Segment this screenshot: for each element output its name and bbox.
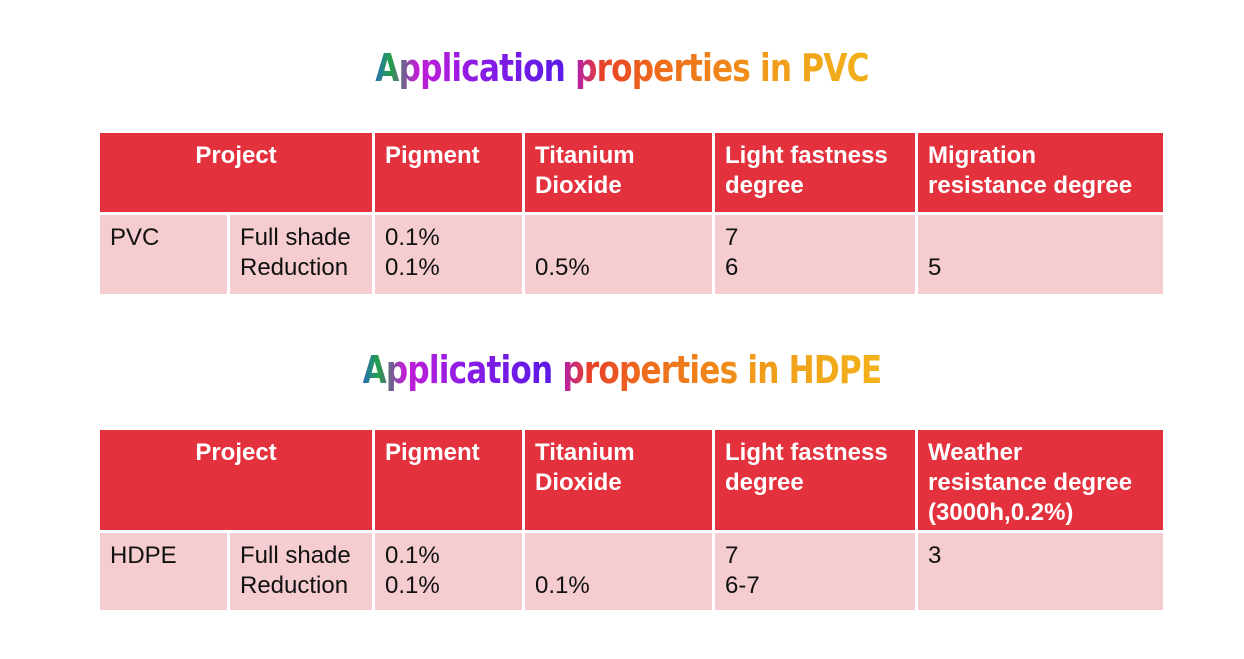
header-titanium-line-2: Dioxide bbox=[535, 469, 622, 496]
header-titanium-dioxide: Titanium Dioxide bbox=[522, 130, 715, 215]
header-light-line-2: degree bbox=[725, 469, 804, 496]
header-weather-resistance: Weather resistance degree (3000h,0.2%) bbox=[915, 427, 1166, 533]
header-last-line-1: Weather bbox=[928, 439, 1023, 466]
cell-pigment-full-shade: 0.1% bbox=[385, 542, 440, 569]
cell-pigment: 0.1% 0.1% bbox=[372, 530, 525, 613]
cell-type-full-shade: Full shade bbox=[240, 224, 351, 251]
title-word-in-material: in PVC bbox=[760, 46, 869, 90]
header-titanium-dioxide: Titanium Dioxide bbox=[522, 427, 715, 533]
table-row: PVC Full shade Reduction 0.1% 0.1% 0.5% … bbox=[97, 212, 1166, 297]
header-project: Project bbox=[97, 427, 375, 533]
cell-last-reduction: 5 bbox=[928, 254, 942, 281]
header-pigment: Pigment bbox=[372, 130, 525, 215]
title-word-application: Application bbox=[375, 46, 566, 90]
header-light-fastness: Light fastness degree bbox=[712, 130, 918, 215]
hdpe-section-title: Application properties in HDPE bbox=[112, 348, 1132, 392]
table-header-row: Project Pigment Titanium Dioxide Light f… bbox=[97, 130, 1166, 215]
header-pigment: Pigment bbox=[372, 427, 525, 533]
header-titanium-line-1: Titanium bbox=[535, 439, 635, 466]
cell-light-reduction: 6 bbox=[725, 254, 739, 281]
header-migration-resistance: Migration resistance degree bbox=[915, 130, 1166, 215]
cell-light-fastness: 7 6 bbox=[712, 212, 918, 297]
cell-migration-resistance: 5 bbox=[915, 212, 1166, 297]
pvc-properties-table: Project Pigment Titanium Dioxide Light f… bbox=[97, 130, 1166, 297]
cell-titanium: 0.5% bbox=[522, 212, 715, 297]
cell-last-reduction bbox=[928, 571, 1163, 601]
header-light-line-1: Light fastness bbox=[725, 439, 888, 466]
cell-titanium: 0.1% bbox=[522, 530, 715, 613]
cell-light-full-shade: 7 bbox=[725, 224, 739, 251]
header-titanium-line-1: Titanium bbox=[535, 142, 635, 169]
table-header-row: Project Pigment Titanium Dioxide Light f… bbox=[97, 427, 1166, 533]
header-last-line-2: resistance degree bbox=[928, 469, 1133, 496]
cell-titanium-full-shade bbox=[535, 541, 712, 571]
hdpe-properties-table: Project Pigment Titanium Dioxide Light f… bbox=[97, 427, 1166, 613]
cell-titanium-full-shade bbox=[535, 223, 712, 253]
cell-pigment: 0.1% 0.1% bbox=[372, 212, 525, 297]
cell-light-full-shade: 7 bbox=[725, 542, 739, 569]
pvc-section-title: Application properties in PVC bbox=[112, 46, 1132, 90]
cell-light-reduction: 6-7 bbox=[725, 572, 760, 599]
cell-weather-resistance: 3 bbox=[915, 530, 1166, 613]
cell-light-fastness: 7 6-7 bbox=[712, 530, 918, 613]
cell-titanium-reduction: 0.1% bbox=[535, 572, 590, 599]
cell-type-reduction: Reduction bbox=[240, 572, 349, 599]
title-word-in-material: in HDPE bbox=[747, 348, 882, 392]
cell-type: Full shade Reduction bbox=[227, 212, 375, 297]
cell-pigment-reduction: 0.1% bbox=[385, 572, 440, 599]
cell-titanium-reduction: 0.5% bbox=[535, 254, 590, 281]
header-last-line-2: resistance degree bbox=[928, 172, 1133, 199]
cell-material: HDPE bbox=[97, 530, 230, 613]
cell-type-full-shade: Full shade bbox=[240, 542, 351, 569]
cell-type-reduction: Reduction bbox=[240, 254, 349, 281]
cell-last-full-shade bbox=[928, 223, 1163, 253]
cell-last-full-shade: 3 bbox=[928, 542, 942, 569]
header-titanium-line-2: Dioxide bbox=[535, 172, 622, 199]
header-project: Project bbox=[97, 130, 375, 215]
header-light-fastness: Light fastness degree bbox=[712, 427, 918, 533]
header-last-line-1: Migration bbox=[928, 142, 1036, 169]
title-word-application: Application bbox=[362, 348, 554, 392]
cell-type: Full shade Reduction bbox=[227, 530, 375, 613]
header-last-line-3: (3000h,0.2%) bbox=[928, 499, 1074, 526]
cell-pigment-full-shade: 0.1% bbox=[385, 224, 440, 251]
header-light-line-2: degree bbox=[725, 172, 804, 199]
cell-material: PVC bbox=[97, 212, 230, 297]
title-word-properties: properties bbox=[562, 348, 738, 392]
cell-pigment-reduction: 0.1% bbox=[385, 254, 440, 281]
header-light-line-1: Light fastness bbox=[725, 142, 888, 169]
table-row: HDPE Full shade Reduction 0.1% 0.1% 0.1%… bbox=[97, 530, 1166, 613]
title-word-properties: properties bbox=[575, 46, 751, 90]
